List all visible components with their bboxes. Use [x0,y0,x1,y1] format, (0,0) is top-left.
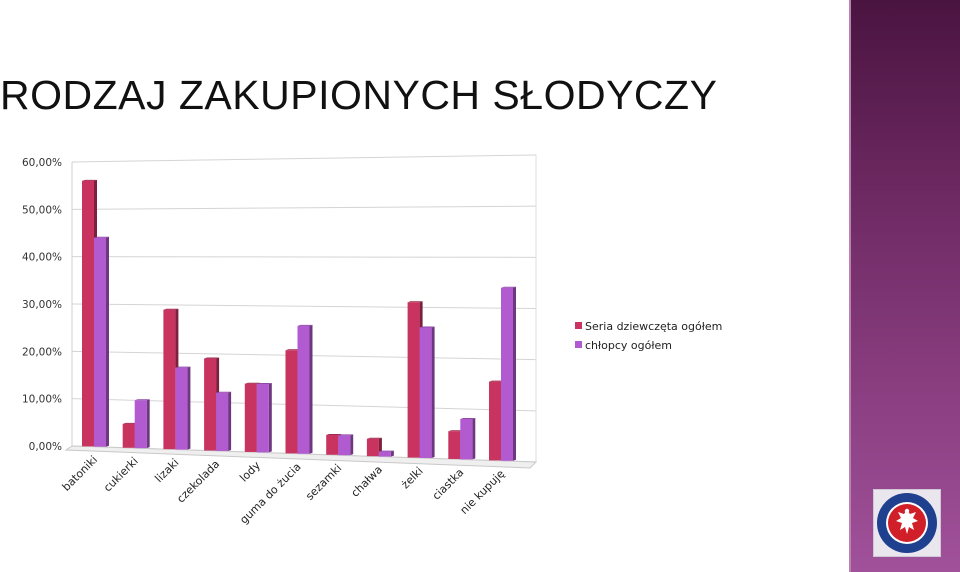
bar-girls [82,181,94,447]
bar-girls [286,350,298,453]
gridline [72,257,536,258]
x-tick-label: batoniki [60,453,100,493]
bar-boys-side [391,451,394,457]
bar-boys [135,400,147,448]
x-tick-label: chałwa [349,463,386,500]
y-tick-label: 40,00% [22,252,62,264]
bar-boys [298,326,310,454]
bar-boys-side [269,383,272,452]
y-tick-label: 30,00% [22,299,62,311]
bar-boys-side [432,326,435,458]
bar-boys-side [310,325,313,454]
bar-girls [123,424,135,448]
bar-boys-side [472,418,475,459]
x-tick-label: lizaki [152,456,181,485]
bar-boys-side [513,287,516,461]
bar-boys [420,327,432,458]
bar-girls [326,435,338,455]
bar-boys-side [187,367,190,450]
bar-girls [204,359,216,451]
bar-boys [379,452,391,457]
bar-boys [216,393,228,451]
x-tick-label: żelki [399,465,426,492]
x-tick-label: sezamki [303,462,344,503]
bar-boys [338,435,350,455]
legend-swatch-girls [575,322,582,329]
legend: Seria dziewczęta ogółem chłopcy ogółem [575,320,722,352]
bar-boys [175,368,187,450]
legend-swatch-boys [575,341,582,348]
bar-boys-side [106,237,109,447]
x-tick-label: czekolada [174,457,222,505]
bar-boys-side [147,399,150,448]
y-tick-label: 60,00% [22,157,62,169]
bar-girls [489,382,501,461]
gridline [72,155,536,162]
y-tick-label: 10,00% [22,394,62,406]
bar-boys [94,238,106,447]
bars [82,180,516,461]
decorative-side-panel [849,0,960,572]
x-tick-label: lody [237,459,263,485]
y-tick-label: 50,00% [22,204,62,216]
y-axis-labels: 0,00% 10,00% 20,00% 30,00% 40,00% 50,00% 60,00… [22,157,62,453]
bar-boys [460,419,472,459]
gridline [72,304,536,309]
legend-label-girls: Seria dziewczęta ogółem [585,320,722,333]
gridline [72,206,536,209]
x-tick-label: ciastka [430,466,467,503]
bar-girls [367,439,379,456]
y-tick-label: 0,00% [29,441,62,453]
bar-chart: 0,00% 10,00% 20,00% 30,00% 40,00% 50,00% 60,00… [0,0,860,572]
bar-girls [408,302,420,457]
bar-boys-side [228,392,231,451]
y-tick-label: 20,00% [22,346,62,358]
bar-boys-side [350,434,353,455]
x-tick-label: cukierki [101,455,141,495]
sanepid-logo [873,489,941,557]
bar-girls [163,310,175,449]
bar-boys [257,384,269,452]
legend-label-boys: chłopcy ogółem [585,339,672,352]
bar-girls [245,384,257,452]
bar-boys [501,288,513,461]
bar-girls [448,431,460,459]
